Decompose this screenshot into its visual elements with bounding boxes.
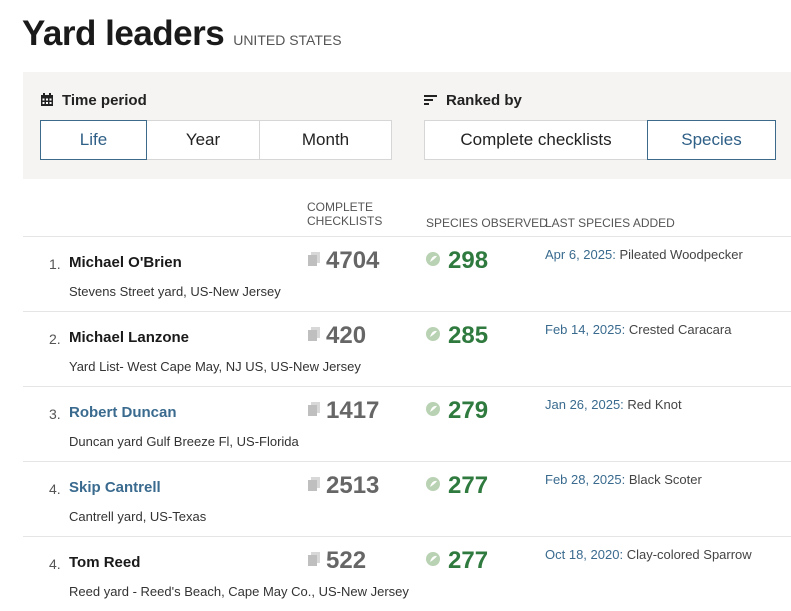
time-period-segment: Life Year Month bbox=[40, 120, 392, 160]
column-header-checklists: COMPLETE CHECKLISTS bbox=[307, 200, 383, 228]
checklist-count: 4704 bbox=[308, 247, 379, 275]
last-species-name: Crested Caracara bbox=[628, 322, 732, 337]
yard-name: Duncan yard Gulf Breeze Fl, US-Florida bbox=[69, 434, 299, 449]
last-species-date[interactable]: Feb 14, 2025: bbox=[545, 322, 626, 337]
species-icon bbox=[426, 251, 440, 271]
leader-row: 1. Michael O'Brien Stevens Street yard, … bbox=[23, 236, 791, 311]
last-species-added: Feb 14, 2025: Crested Caracara bbox=[545, 322, 731, 337]
species-icon bbox=[426, 401, 440, 421]
page-title: Yard leaders bbox=[22, 14, 225, 53]
last-species-date[interactable]: Feb 28, 2025: bbox=[545, 472, 626, 487]
sort-icon bbox=[424, 93, 438, 107]
last-species-date[interactable]: Oct 18, 2020: bbox=[545, 547, 624, 562]
checklist-count: 420 bbox=[308, 322, 366, 350]
last-species-added: Apr 6, 2025: Pileated Woodpecker bbox=[545, 247, 743, 262]
last-species-name: Red Knot bbox=[627, 397, 682, 412]
checklist-icon bbox=[308, 251, 320, 271]
leader-name: Michael O'Brien bbox=[69, 254, 182, 271]
checklist-icon bbox=[308, 401, 320, 421]
rank-number: 2. bbox=[49, 331, 61, 347]
last-species-name: Clay-colored Sparrow bbox=[626, 547, 752, 562]
leaders-list: 1. Michael O'Brien Stevens Street yard, … bbox=[23, 236, 791, 611]
checklist-icon bbox=[308, 326, 320, 346]
column-header-species: SPECIES OBSERVED bbox=[426, 216, 548, 230]
checklist-count: 2513 bbox=[308, 472, 379, 500]
species-count: 298 bbox=[426, 247, 488, 275]
last-species-added: Oct 18, 2020: Clay-colored Sparrow bbox=[545, 547, 752, 562]
page-header: Yard leaders UNITED STATES bbox=[22, 14, 342, 54]
last-species-date[interactable]: Jan 26, 2025: bbox=[545, 397, 624, 412]
time-month-button[interactable]: Month bbox=[259, 120, 392, 160]
time-year-button[interactable]: Year bbox=[146, 120, 260, 160]
species-count: 277 bbox=[426, 472, 488, 500]
rank-number: 3. bbox=[49, 406, 61, 422]
yard-name: Reed yard - Reed's Beach, Cape May Co., … bbox=[69, 584, 409, 599]
checklist-count: 522 bbox=[308, 547, 366, 575]
yard-name: Cantrell yard, US-Texas bbox=[69, 509, 207, 524]
calendar-icon bbox=[40, 93, 54, 107]
leader-row: 3. Robert Duncan Duncan yard Gulf Breeze… bbox=[23, 386, 791, 461]
leader-name: Tom Reed bbox=[69, 554, 141, 571]
last-species-added: Feb 28, 2025: Black Scoter bbox=[545, 472, 702, 487]
ranked-by-filter: Ranked by Complete checklists Species bbox=[424, 90, 776, 160]
time-period-filter: Time period Life Year Month bbox=[40, 90, 392, 160]
time-period-label: Time period bbox=[40, 90, 392, 110]
leader-name-link[interactable]: Robert Duncan bbox=[69, 404, 177, 421]
last-species-name: Black Scoter bbox=[628, 472, 702, 487]
species-count: 279 bbox=[426, 397, 488, 425]
species-icon bbox=[426, 551, 440, 571]
filters-panel: Time period Life Year Month Ranked by Co… bbox=[23, 72, 791, 179]
leader-name: Michael Lanzone bbox=[69, 329, 190, 346]
leader-row: 2. Michael Lanzone Yard List- West Cape … bbox=[23, 311, 791, 386]
rank-number: 4. bbox=[49, 556, 61, 572]
species-count: 285 bbox=[426, 322, 488, 350]
rank-complete-checklists-button[interactable]: Complete checklists bbox=[424, 120, 648, 160]
last-species-added: Jan 26, 2025: Red Knot bbox=[545, 397, 682, 412]
rank-species-button[interactable]: Species bbox=[647, 120, 776, 160]
yard-name: Stevens Street yard, US-New Jersey bbox=[69, 284, 281, 299]
species-icon bbox=[426, 476, 440, 496]
leader-row: 4. Skip Cantrell Cantrell yard, US-Texas… bbox=[23, 461, 791, 536]
species-count: 277 bbox=[426, 547, 488, 575]
checklist-count: 1417 bbox=[308, 397, 379, 425]
last-species-date[interactable]: Apr 6, 2025: bbox=[545, 247, 616, 262]
leader-name-link[interactable]: Skip Cantrell bbox=[69, 479, 161, 496]
yard-name: Yard List- West Cape May, NJ US, US-New … bbox=[69, 359, 361, 374]
ranked-by-label: Ranked by bbox=[424, 90, 776, 110]
leader-row: 4. Tom Reed Reed yard - Reed's Beach, Ca… bbox=[23, 536, 791, 611]
page-subtitle: UNITED STATES bbox=[233, 32, 342, 48]
species-icon bbox=[426, 326, 440, 346]
last-species-name: Pileated Woodpecker bbox=[619, 247, 743, 262]
column-header-last-species: LAST SPECIES ADDED bbox=[545, 216, 675, 230]
checklist-icon bbox=[308, 551, 320, 571]
rank-number: 4. bbox=[49, 481, 61, 497]
time-life-button[interactable]: Life bbox=[40, 120, 147, 160]
checklist-icon bbox=[308, 476, 320, 496]
rank-number: 1. bbox=[49, 256, 61, 272]
ranked-by-segment: Complete checklists Species bbox=[424, 120, 776, 160]
